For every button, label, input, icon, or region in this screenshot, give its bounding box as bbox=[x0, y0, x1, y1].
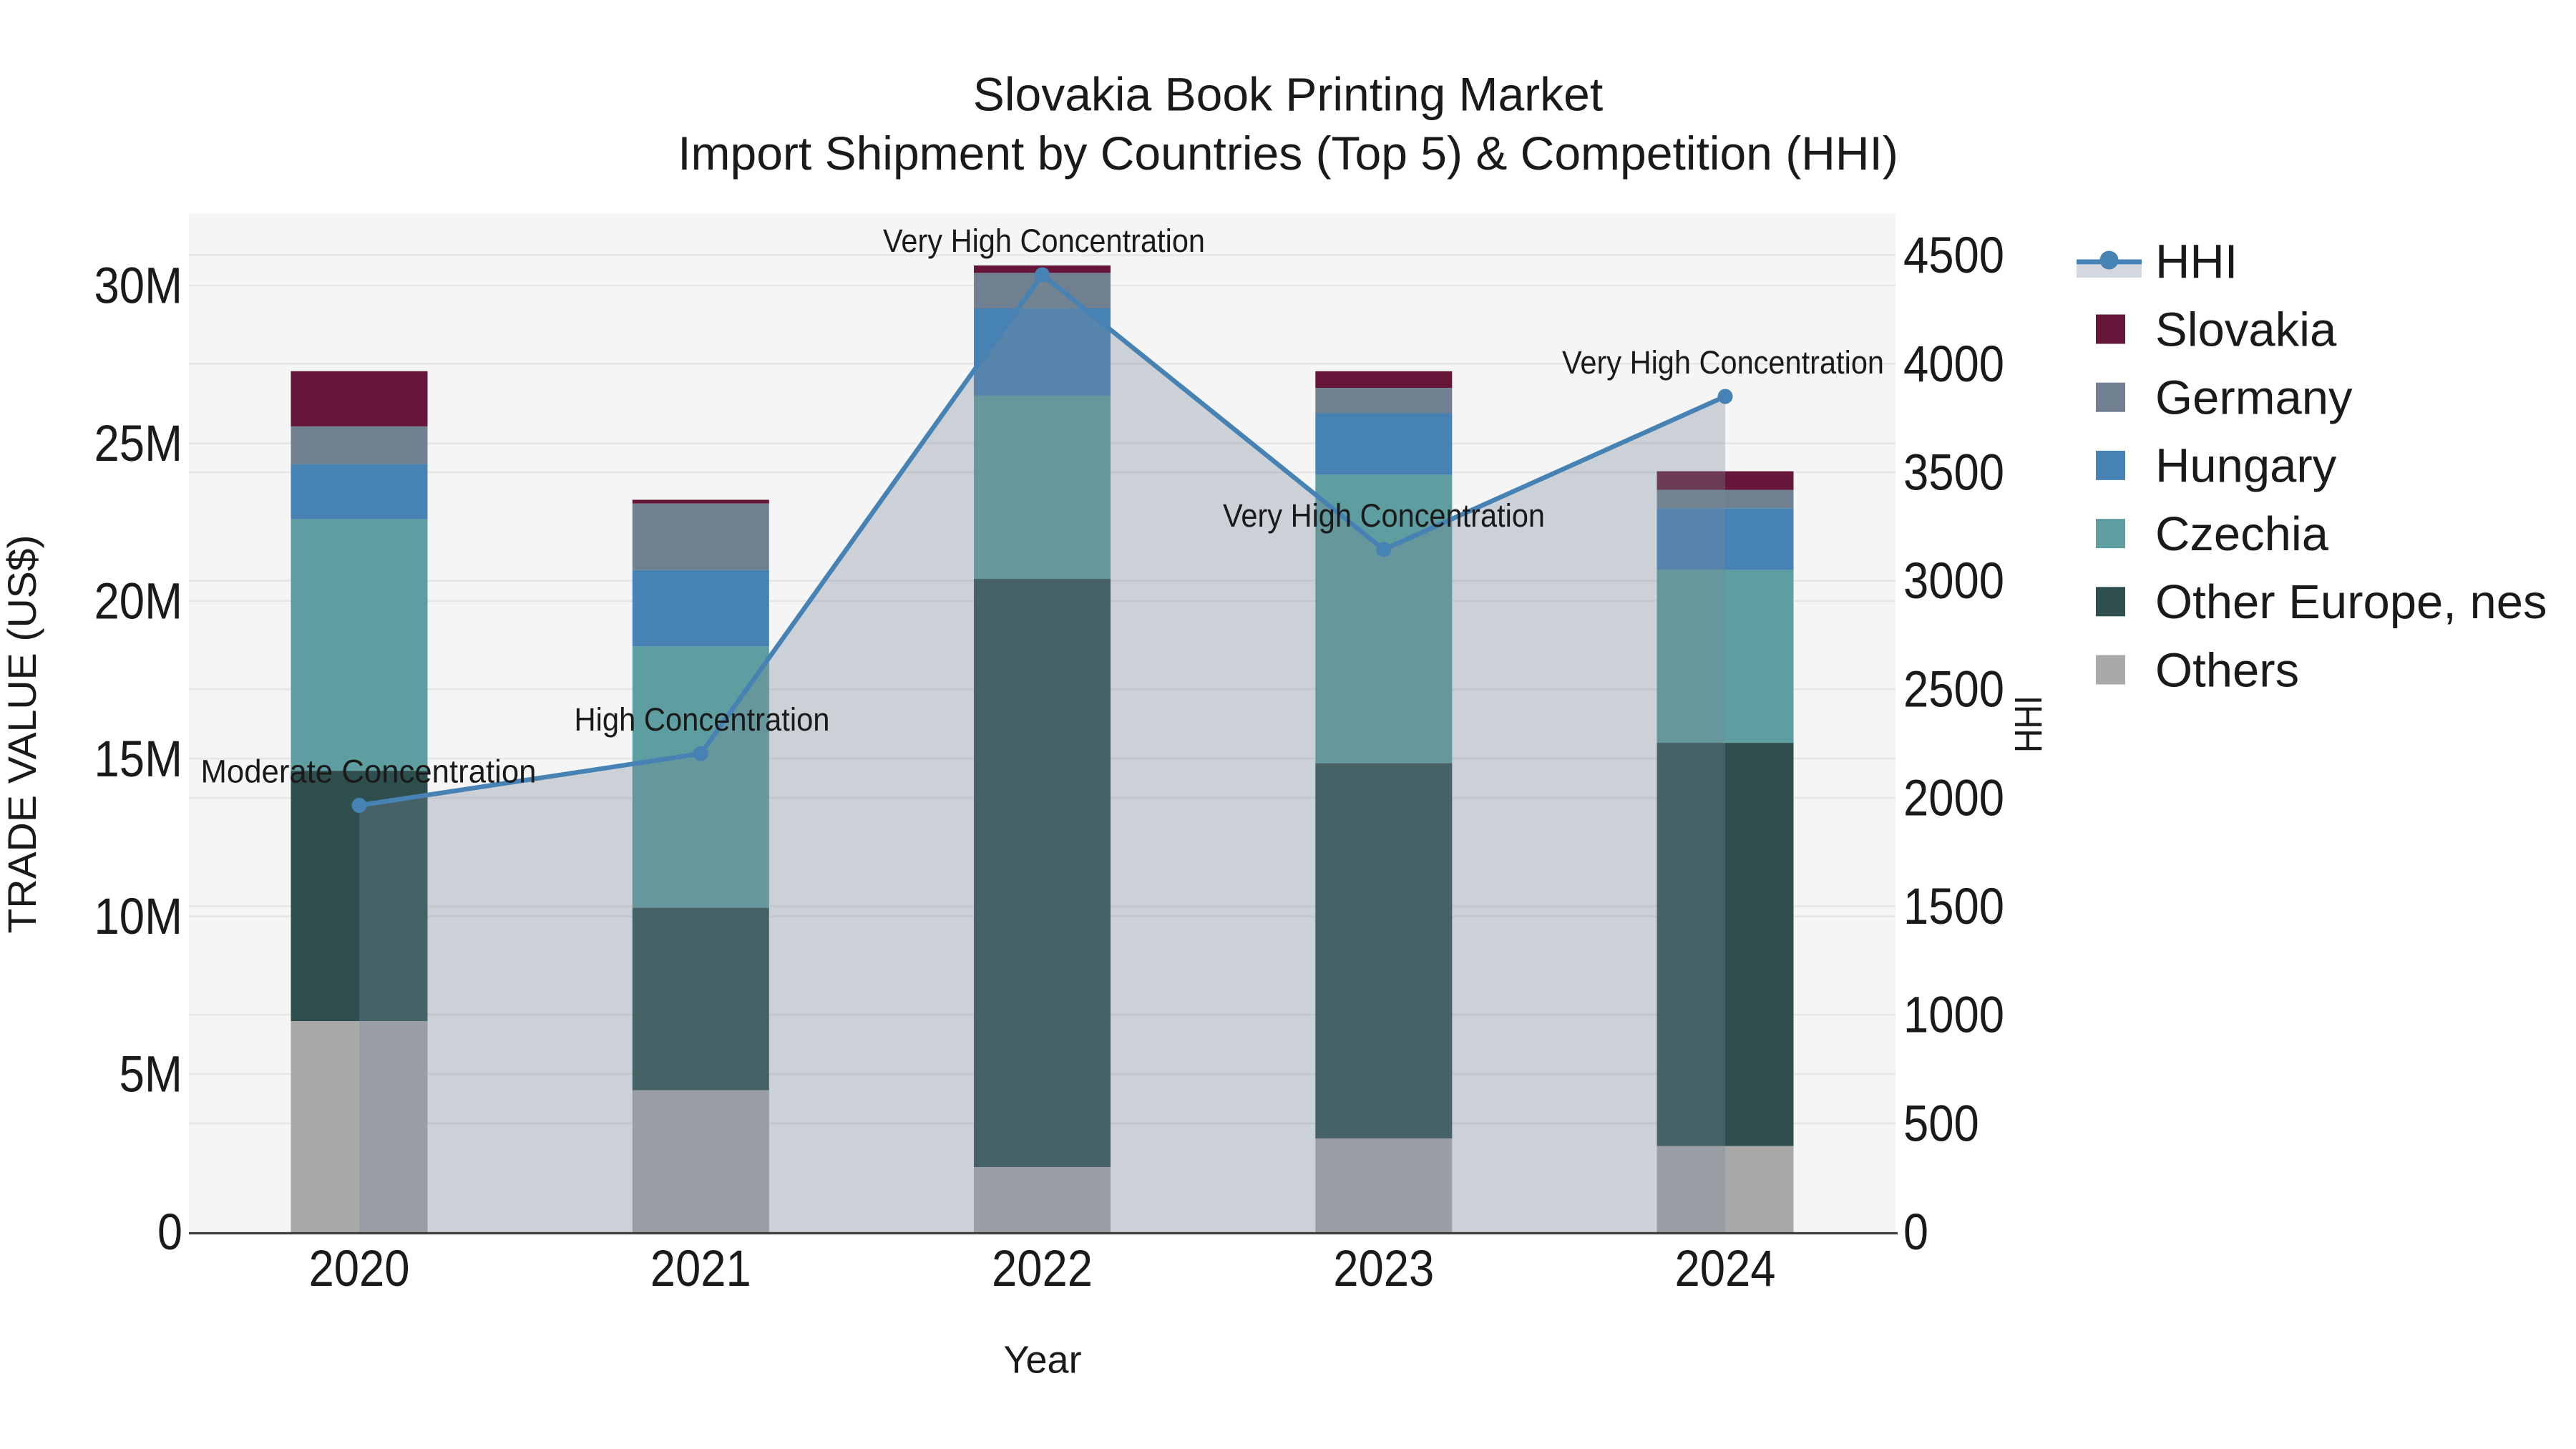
svg-text:0: 0 bbox=[1903, 1204, 1928, 1261]
svg-text:Germany: Germany bbox=[2155, 371, 2353, 425]
svg-text:5M: 5M bbox=[119, 1047, 183, 1103]
svg-text:500: 500 bbox=[1903, 1096, 1979, 1152]
svg-text:15M: 15M bbox=[94, 731, 183, 788]
svg-text:2000: 2000 bbox=[1903, 770, 2004, 826]
svg-text:Import Shipment by Countries (: Import Shipment by Countries (Top 5) & C… bbox=[678, 127, 1898, 180]
svg-text:Slovakia Book Printing Market: Slovakia Book Printing Market bbox=[973, 68, 1603, 121]
svg-text:Others: Others bbox=[2155, 643, 2299, 697]
svg-text:30M: 30M bbox=[94, 258, 183, 315]
svg-text:20M: 20M bbox=[94, 573, 183, 630]
svg-text:HHI: HHI bbox=[2007, 696, 2050, 753]
svg-text:Czechia: Czechia bbox=[2155, 507, 2329, 561]
svg-text:0: 0 bbox=[157, 1204, 182, 1261]
svg-text:2023: 2023 bbox=[1333, 1241, 1434, 1297]
svg-text:2024: 2024 bbox=[1675, 1241, 1776, 1297]
svg-text:Hungary: Hungary bbox=[2155, 439, 2337, 493]
svg-text:4500: 4500 bbox=[1903, 228, 2004, 284]
svg-text:TRADE VALUE (US$): TRADE VALUE (US$) bbox=[0, 535, 44, 934]
svg-text:2022: 2022 bbox=[992, 1241, 1093, 1297]
svg-text:25M: 25M bbox=[94, 416, 183, 472]
svg-text:3500: 3500 bbox=[1903, 444, 2004, 501]
svg-text:1500: 1500 bbox=[1903, 879, 2004, 935]
svg-text:Slovakia: Slovakia bbox=[2155, 303, 2337, 356]
svg-text:3000: 3000 bbox=[1903, 553, 2004, 610]
svg-text:High Concentration: High Concentration bbox=[575, 701, 830, 738]
svg-text:Very High Concentration: Very High Concentration bbox=[1562, 344, 1884, 381]
svg-text:2020: 2020 bbox=[309, 1241, 410, 1297]
svg-text:Other Europe, nes: Other Europe, nes bbox=[2155, 575, 2547, 629]
svg-text:Very High Concentration: Very High Concentration bbox=[883, 223, 1205, 259]
svg-text:10M: 10M bbox=[94, 889, 183, 945]
svg-text:2500: 2500 bbox=[1903, 662, 2004, 718]
svg-text:Very High Concentration: Very High Concentration bbox=[1223, 497, 1545, 534]
svg-text:4000: 4000 bbox=[1903, 336, 2004, 393]
svg-text:Moderate Concentration: Moderate Concentration bbox=[201, 753, 537, 790]
svg-text:2021: 2021 bbox=[650, 1241, 751, 1297]
svg-text:HHI: HHI bbox=[2155, 235, 2238, 288]
svg-text:Year: Year bbox=[1003, 1338, 1081, 1381]
svg-text:1000: 1000 bbox=[1903, 987, 2004, 1044]
